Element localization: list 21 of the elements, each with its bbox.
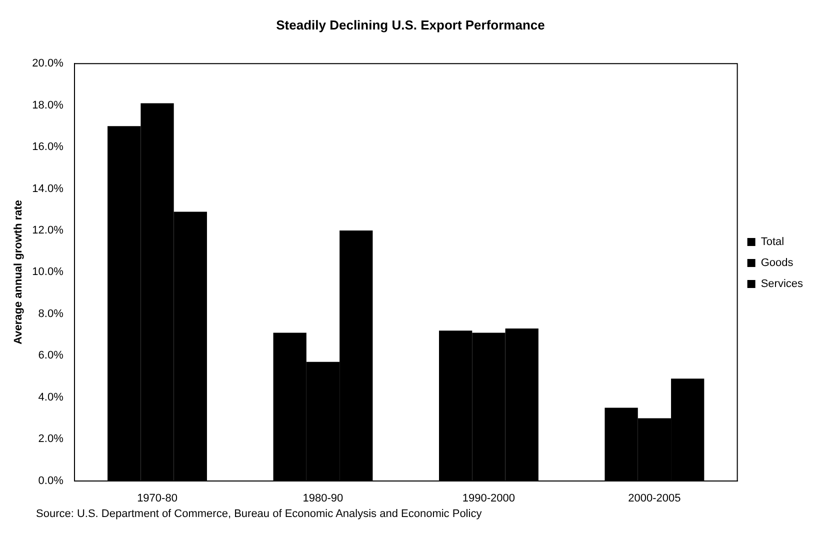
y-tick-label: 12.0% — [32, 224, 64, 237]
source-note: Source: U.S. Department of Commerce, Bureau of Economic Analysis and Economic Policy — [36, 508, 483, 520]
y-tick-label: 18.0% — [32, 99, 64, 112]
x-tick-label: 1990-2000 — [462, 492, 516, 504]
legend-label: Goods — [760, 257, 794, 270]
y-tick-label: 2.0% — [38, 433, 64, 446]
y-tick-label: 14.0% — [32, 182, 64, 195]
y-tick-label: 10.0% — [32, 266, 64, 278]
x-tick-label: 2000-2005 — [628, 492, 681, 504]
y-tick-label: 6.0% — [38, 350, 64, 362]
x-tick-label: 1970-80 — [137, 492, 178, 504]
y-axis-title: Average annual growth rate — [12, 200, 25, 344]
y-tick-label: 0.0% — [38, 474, 64, 487]
y-tick-label: 16.0% — [32, 141, 64, 154]
chart-title: Steadily Declining U.S. Export Performance — [276, 17, 545, 32]
legend-label: Total — [760, 236, 784, 248]
legend-label: Services — [760, 278, 804, 290]
y-tick-label: 8.0% — [38, 308, 64, 320]
y-tick-label: 4.0% — [38, 391, 64, 404]
x-tick-label: 1980-90 — [302, 492, 344, 504]
y-tick-label: 20.0% — [32, 58, 64, 70]
